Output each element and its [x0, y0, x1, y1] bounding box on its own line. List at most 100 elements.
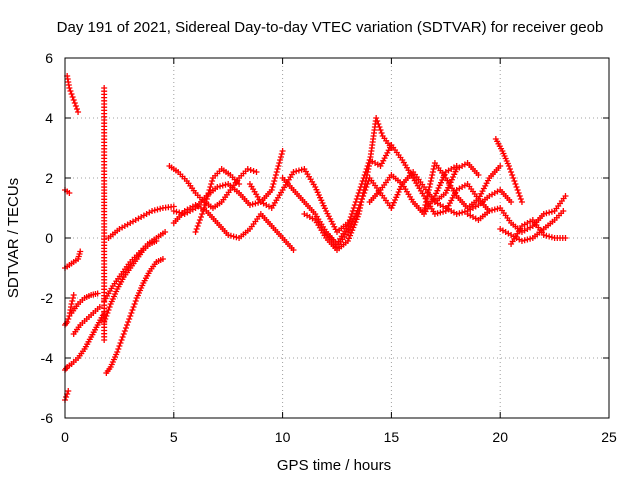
data-point — [422, 202, 429, 208]
data-point — [357, 184, 364, 190]
data-point — [394, 191, 401, 198]
data-point — [429, 169, 436, 175]
data-point — [162, 229, 169, 235]
data-point — [269, 184, 276, 190]
data-point — [130, 304, 137, 310]
data-point — [102, 316, 109, 322]
data-point — [67, 88, 74, 94]
x-tick-label: 5 — [170, 429, 178, 445]
data-point — [73, 106, 80, 112]
data-point — [315, 192, 322, 198]
data-point — [198, 214, 204, 220]
data-point — [321, 205, 328, 212]
data-point — [203, 199, 210, 205]
data-point — [375, 121, 382, 127]
data-point — [430, 166, 437, 172]
data-point — [209, 178, 216, 184]
data-point — [513, 184, 520, 190]
data-point — [376, 124, 383, 130]
data-point — [317, 194, 324, 201]
y-tick-label: 0 — [45, 230, 53, 246]
data-point — [390, 199, 397, 206]
data-point — [117, 340, 124, 346]
data-point — [431, 211, 438, 217]
data-point — [352, 199, 359, 205]
data-point — [434, 187, 441, 194]
data-point — [106, 304, 113, 310]
data-points — [62, 73, 569, 403]
data-point — [505, 163, 512, 169]
data-point — [452, 168, 459, 175]
data-point — [356, 187, 363, 193]
data-point — [562, 235, 569, 241]
data-point — [540, 211, 547, 217]
data-point — [345, 235, 352, 242]
data-point — [378, 130, 385, 136]
data-point — [159, 256, 166, 262]
data-point — [270, 181, 277, 187]
data-point — [250, 168, 257, 174]
data-point — [442, 190, 449, 196]
data-point — [388, 205, 395, 211]
data-point — [361, 172, 368, 178]
data-point — [204, 193, 211, 199]
data-point — [116, 343, 123, 349]
data-point — [70, 97, 77, 103]
data-point — [440, 208, 447, 215]
data-point — [230, 233, 237, 240]
data-point — [426, 184, 433, 190]
data-point — [208, 181, 215, 187]
data-point — [206, 187, 213, 193]
data-point — [199, 211, 206, 217]
y-tick-label: 4 — [45, 110, 53, 126]
data-point — [352, 219, 359, 226]
data-point — [253, 169, 260, 175]
data-point — [349, 218, 356, 225]
data-point — [129, 307, 136, 313]
data-point — [511, 178, 518, 184]
data-point — [103, 313, 110, 319]
plot-frame — [64, 57, 610, 419]
data-point — [268, 187, 275, 193]
data-point — [277, 154, 284, 160]
data-point — [196, 217, 203, 223]
data-point — [77, 248, 84, 255]
data-point — [428, 175, 435, 181]
data-point — [546, 209, 553, 216]
data-point — [344, 229, 351, 235]
data-point — [344, 223, 351, 229]
data-point — [396, 186, 403, 193]
data-point — [149, 208, 156, 214]
data-point — [279, 148, 286, 154]
data-point — [518, 199, 525, 205]
data-point — [276, 160, 283, 166]
data-point — [353, 216, 360, 223]
data-point — [374, 118, 381, 124]
data-point — [132, 298, 139, 304]
data-point — [491, 206, 498, 213]
data-point — [170, 208, 177, 214]
data-point — [128, 310, 135, 316]
data-point — [125, 319, 132, 325]
data-point — [114, 349, 121, 355]
chart-title: Day 191 of 2021, Sidereal Day-to-day VTE… — [57, 19, 604, 36]
data-point — [425, 187, 432, 193]
data-point — [277, 157, 284, 163]
data-point — [227, 232, 234, 239]
data-point — [359, 178, 366, 184]
data-point — [247, 167, 254, 173]
data-point — [278, 151, 285, 157]
data-point — [434, 210, 441, 217]
data-point — [314, 189, 321, 196]
data-point — [271, 178, 278, 184]
data-point — [439, 177, 446, 183]
data-point — [101, 337, 108, 343]
data-point — [290, 169, 297, 175]
data-point — [543, 210, 550, 217]
data-point — [377, 127, 384, 133]
data-point — [543, 232, 550, 239]
data-point — [65, 388, 72, 394]
data-point — [518, 238, 525, 244]
data-point — [66, 85, 73, 91]
